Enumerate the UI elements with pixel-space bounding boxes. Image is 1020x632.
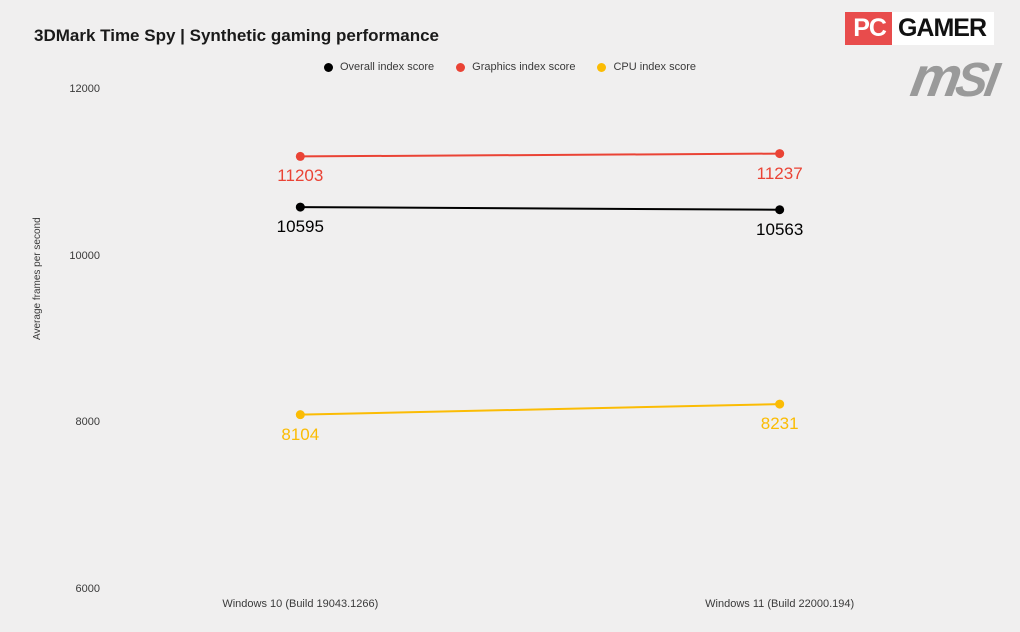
series-line [300, 154, 779, 157]
series-line [300, 404, 779, 415]
series-marker [775, 149, 784, 158]
series-marker [296, 410, 305, 419]
data-label: 8231 [761, 414, 799, 434]
chart-container: { "title": "3DMark Time Spy | Synthetic … [0, 0, 1020, 632]
data-label: 10595 [277, 217, 324, 237]
series-line [300, 207, 779, 210]
data-label: 10563 [756, 220, 803, 240]
data-label: 8104 [281, 425, 319, 445]
series-marker [296, 152, 305, 161]
plot-area [0, 0, 1020, 632]
data-label: 11237 [757, 164, 803, 184]
data-label: 11203 [277, 166, 323, 186]
series-marker [775, 205, 784, 214]
series-marker [296, 203, 305, 212]
series-marker [775, 400, 784, 409]
